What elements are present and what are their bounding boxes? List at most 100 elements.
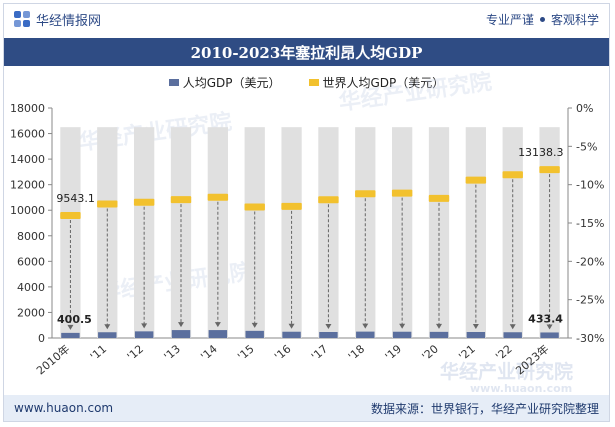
watermark-url: www.huaon.com (470, 382, 572, 395)
legend-item-marker: 世界人均GDP（美元） (308, 74, 445, 91)
bar (540, 332, 559, 338)
watermark-text: 华经产业研究院 (337, 69, 493, 116)
marker (133, 198, 155, 206)
data-label: 13138.3 (518, 146, 564, 159)
x-tick-label: '14 (198, 342, 219, 363)
background-band (318, 127, 339, 339)
connector-arrow (436, 323, 442, 329)
data-label: 9543.1 (56, 192, 95, 205)
y-tick-label-right: -25% (576, 294, 604, 307)
data-label: 433.4 (528, 312, 563, 325)
x-tick-label: '11 (88, 342, 109, 363)
y-tick-label-right: -5% (576, 140, 597, 153)
connector-arrow (509, 324, 516, 330)
legend-swatch-marker (308, 79, 319, 86)
connector-arrow (546, 324, 553, 330)
y-tick-label-left: 6000 (17, 255, 45, 268)
bar (171, 330, 191, 338)
background-band (539, 127, 560, 339)
connector-arrow (251, 322, 258, 328)
dot-icon (539, 16, 545, 22)
background-band (170, 127, 192, 339)
y-tick-label-left: 16000 (10, 128, 45, 141)
background-band (392, 127, 413, 339)
footer: www.huaon.com 数据来源：世界银行，华经产业研究院整理 (4, 395, 609, 421)
marker (244, 203, 265, 211)
marker (207, 193, 229, 201)
logo-icon (14, 11, 30, 27)
bar (134, 331, 154, 338)
marker (502, 171, 523, 179)
background-band (428, 127, 450, 339)
x-tick-label: '16 (272, 342, 293, 363)
connector-arrow (67, 324, 74, 330)
connector-arrow (214, 322, 221, 328)
marker (318, 196, 339, 204)
legend-label-marker: 世界人均GDP（美元） (322, 76, 445, 90)
y-tick-label-left: 10000 (10, 204, 45, 217)
data-label: 400.5 (57, 313, 92, 326)
y-tick-label-left: 18000 (10, 102, 45, 115)
marker (391, 189, 413, 197)
bar (392, 331, 412, 338)
bar (319, 331, 338, 338)
marker (465, 176, 487, 184)
legend-label-bar: 人均GDP（美元） (182, 76, 281, 90)
bar (61, 332, 80, 338)
slogan-right: 客观科学 (550, 12, 599, 27)
y-tick-label-right: -10% (576, 179, 604, 192)
y-tick-label-left: 14000 (10, 153, 45, 166)
connector-arrow (362, 323, 369, 329)
marker (60, 212, 81, 220)
legend-item-bar: 人均GDP（美元） (168, 74, 281, 91)
x-tick-label: '13 (162, 342, 183, 363)
x-tick-label: '19 (383, 342, 404, 363)
watermark-text: 华经产业研究院 (440, 360, 573, 383)
bar (98, 332, 117, 338)
y-tick-label-right: 0% (576, 102, 593, 115)
chart-title: 2010-2023年塞拉利昂人均GDP (4, 38, 609, 66)
bar (208, 330, 228, 338)
marker (428, 194, 450, 202)
top-bar: 华经情报网 专业严谨 客观科学 (4, 4, 609, 34)
connector-arrow (325, 323, 332, 329)
marker (539, 166, 560, 174)
y-tick-label-left: 4000 (17, 281, 45, 294)
background-band (502, 127, 523, 339)
connector-arrow (178, 322, 184, 328)
bar (466, 331, 486, 338)
marker (170, 196, 192, 204)
y-tick-label-right: -15% (576, 217, 604, 230)
y-tick-label-left: 8000 (17, 230, 45, 243)
slogan: 专业严谨 客观科学 (486, 11, 599, 28)
x-tick-label: '15 (235, 342, 256, 363)
slogan-left: 专业严谨 (485, 12, 534, 27)
y-tick-label-right: -20% (576, 255, 604, 268)
background-band (355, 127, 376, 339)
bar (503, 332, 522, 338)
background-band (97, 127, 118, 339)
y-tick-label-right: -30% (576, 332, 604, 345)
x-tick-label: 2010年 (33, 342, 72, 378)
y-tick-label-left: 2000 (17, 306, 45, 319)
legend: 人均GDP（美元） 世界人均GDP（美元） (4, 74, 609, 91)
marker (97, 200, 118, 208)
footer-url: www.huaon.com (14, 401, 114, 415)
bar (429, 331, 449, 338)
brand-name: 华经情报网 (36, 13, 102, 29)
marker (355, 190, 376, 198)
legend-swatch-bar (168, 79, 179, 86)
x-tick-label: '17 (309, 342, 330, 363)
bar (356, 331, 375, 338)
connector-arrow (472, 323, 479, 329)
x-tick-label: '12 (125, 342, 146, 363)
bar (282, 331, 301, 338)
footer-source: 数据来源：世界银行，华经产业研究院整理 (370, 401, 599, 416)
y-tick-label-left: 12000 (10, 179, 45, 192)
brand: 华经情报网 (14, 10, 101, 29)
connector-arrow (288, 323, 295, 329)
y-tick-label-left: 0 (38, 332, 45, 345)
bar (245, 330, 264, 338)
connector-arrow (399, 323, 406, 329)
